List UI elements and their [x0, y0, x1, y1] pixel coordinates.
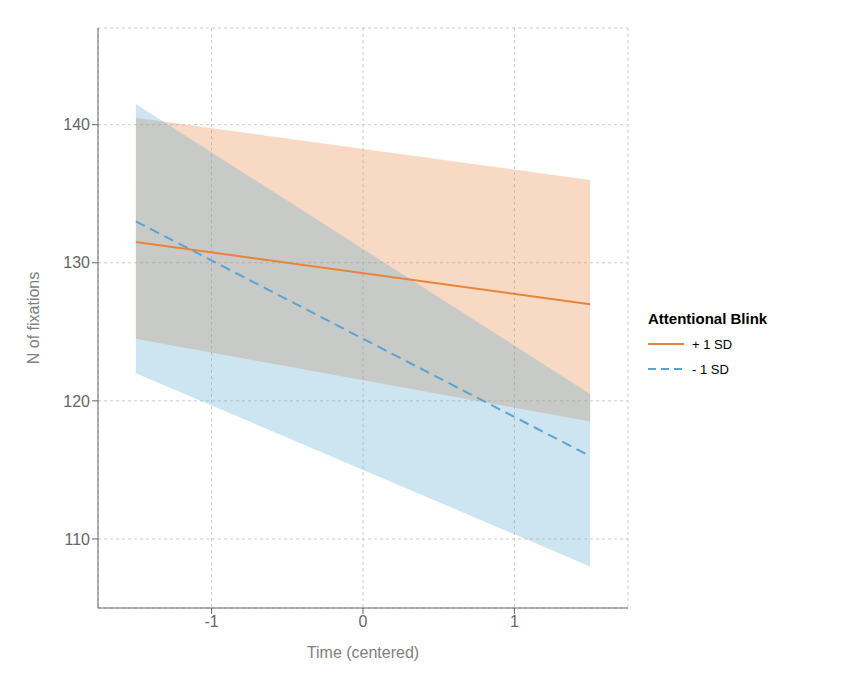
svg-text:110: 110 — [64, 531, 90, 548]
svg-text:120: 120 — [63, 393, 90, 410]
svg-text:140: 140 — [63, 116, 90, 133]
svg-text:Time (centered): Time (centered) — [307, 644, 419, 661]
svg-text:N of fixations: N of fixations — [25, 272, 42, 364]
svg-text:-1: -1 — [204, 613, 218, 630]
html-text:Attentional Blink: Attentional Blink — [648, 309, 768, 327]
svg-text:1: 1 — [510, 613, 519, 630]
html-text:- 1 SD: - 1 SD — [692, 361, 729, 377]
svg-text:130: 130 — [63, 254, 90, 271]
html-text:+ 1 SD: + 1 SD — [692, 336, 733, 352]
svg-text:0: 0 — [359, 613, 368, 630]
